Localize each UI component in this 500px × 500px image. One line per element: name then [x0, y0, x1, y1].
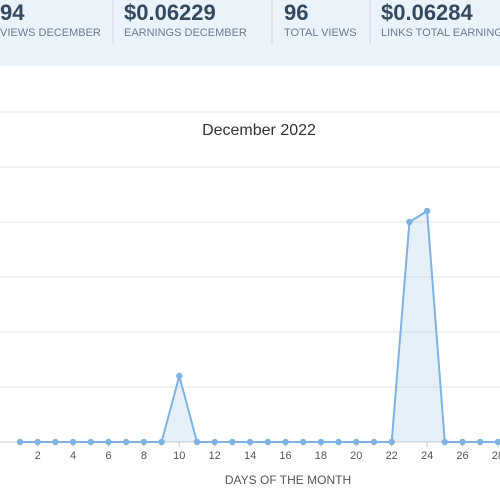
data-point: [229, 438, 236, 446]
data-point: [52, 438, 59, 446]
x-tick-label: 28: [492, 450, 500, 462]
data-point: [282, 438, 289, 446]
stat-value: $0.06284: [381, 0, 474, 25]
series-line: [20, 209, 498, 443]
x-tick-label: 4: [70, 450, 76, 462]
data-point: [246, 438, 254, 446]
data-point: [300, 438, 307, 446]
stat-label: LINKS TOTAL EARNING: [381, 27, 500, 39]
stat-value: 94: [0, 0, 25, 25]
data-point: [16, 438, 24, 446]
x-axis-label: DAYS OF THE MONTH: [225, 473, 351, 487]
x-tick-label: 26: [456, 450, 468, 462]
data-point: [388, 438, 395, 446]
x-tick-label: 18: [315, 450, 327, 462]
stats-bar: [0, 0, 500, 66]
x-tick-label: 16: [279, 450, 291, 462]
x-tick-label: 10: [173, 450, 185, 462]
x-tick-label: 14: [244, 450, 256, 462]
data-point: [459, 438, 466, 446]
data-point: [477, 438, 484, 446]
stat-value: $0.06229: [124, 0, 216, 25]
x-tick-label: 2: [35, 450, 41, 462]
data-point: [211, 438, 218, 446]
data-point: [441, 438, 448, 446]
data-point: [494, 438, 500, 446]
data-point: [406, 218, 413, 226]
data-point: [353, 438, 360, 446]
data-point: [105, 438, 112, 446]
data-point: [69, 438, 77, 446]
data-point: [123, 438, 130, 446]
data-point: [317, 438, 325, 446]
x-tick-label: 20: [350, 450, 362, 462]
data-point: [264, 438, 271, 446]
area-fill: [20, 211, 498, 442]
data-point: [193, 438, 201, 446]
x-tick-label: 12: [209, 450, 221, 462]
data-point: [87, 438, 95, 446]
stat-label: TOTAL VIEWS: [284, 27, 357, 39]
data-point: [176, 372, 183, 380]
data-point: [423, 207, 431, 215]
data-point: [140, 438, 148, 446]
chart-title: December 2022: [202, 122, 316, 139]
x-tick-label: 22: [386, 450, 398, 462]
x-tick-label: 6: [105, 450, 111, 462]
data-point: [158, 438, 165, 446]
stat-value: 96: [284, 0, 308, 25]
stat-label: VIEWS DECEMBER: [0, 27, 101, 39]
stat-label: EARNINGS DECEMBER: [124, 27, 247, 39]
data-point: [335, 438, 342, 446]
x-tick-label: 8: [141, 450, 147, 462]
data-point: [370, 438, 378, 446]
x-tick-label: 24: [421, 450, 433, 462]
data-point: [34, 438, 41, 446]
